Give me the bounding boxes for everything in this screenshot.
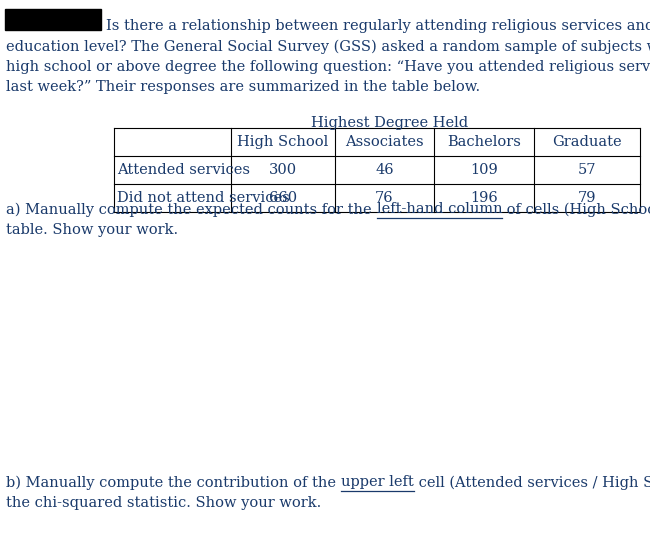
Bar: [5, 9, 101, 30]
Text: upper left: upper left: [341, 475, 414, 489]
Text: cell (Attended services / High School) to: cell (Attended services / High School) t…: [414, 475, 650, 490]
Text: Graduate: Graduate: [552, 135, 622, 149]
Text: a) Manually compute the expected counts for the: a) Manually compute the expected counts …: [6, 202, 377, 217]
Text: 79: 79: [578, 191, 597, 205]
Text: Is there a relationship between regularly attending religious services and: Is there a relationship between regularl…: [106, 19, 650, 33]
Text: Attended services: Attended services: [117, 163, 250, 177]
Text: 76: 76: [375, 191, 394, 205]
Text: Highest Degree Held: Highest Degree Held: [311, 116, 469, 130]
Text: 660: 660: [268, 191, 297, 205]
Text: 300: 300: [268, 163, 297, 177]
Text: table. Show your work.: table. Show your work.: [6, 223, 179, 237]
Text: b) Manually compute the contribution of the: b) Manually compute the contribution of …: [6, 475, 341, 490]
Text: the chi-squared statistic. Show your work.: the chi-squared statistic. Show your wor…: [6, 496, 322, 510]
Text: high school or above degree the following question: “Have you attended religious: high school or above degree the followin…: [6, 60, 650, 74]
Text: High School: High School: [237, 135, 328, 149]
Text: 46: 46: [375, 163, 394, 177]
Text: education level? The General Social Survey (GSS) asked a random sample of subjec: education level? The General Social Surv…: [6, 39, 650, 54]
Text: of cells (High School) in the: of cells (High School) in the: [502, 202, 650, 217]
Text: last week?” Their responses are summarized in the table below.: last week?” Their responses are summariz…: [6, 80, 480, 94]
Text: 196: 196: [471, 191, 498, 205]
Text: Associates: Associates: [345, 135, 424, 149]
Text: 109: 109: [471, 163, 498, 177]
Text: left-hand column: left-hand column: [377, 202, 502, 216]
Text: Bachelors: Bachelors: [447, 135, 521, 149]
Text: Did not attend services: Did not attend services: [117, 191, 290, 205]
Text: 57: 57: [578, 163, 597, 177]
